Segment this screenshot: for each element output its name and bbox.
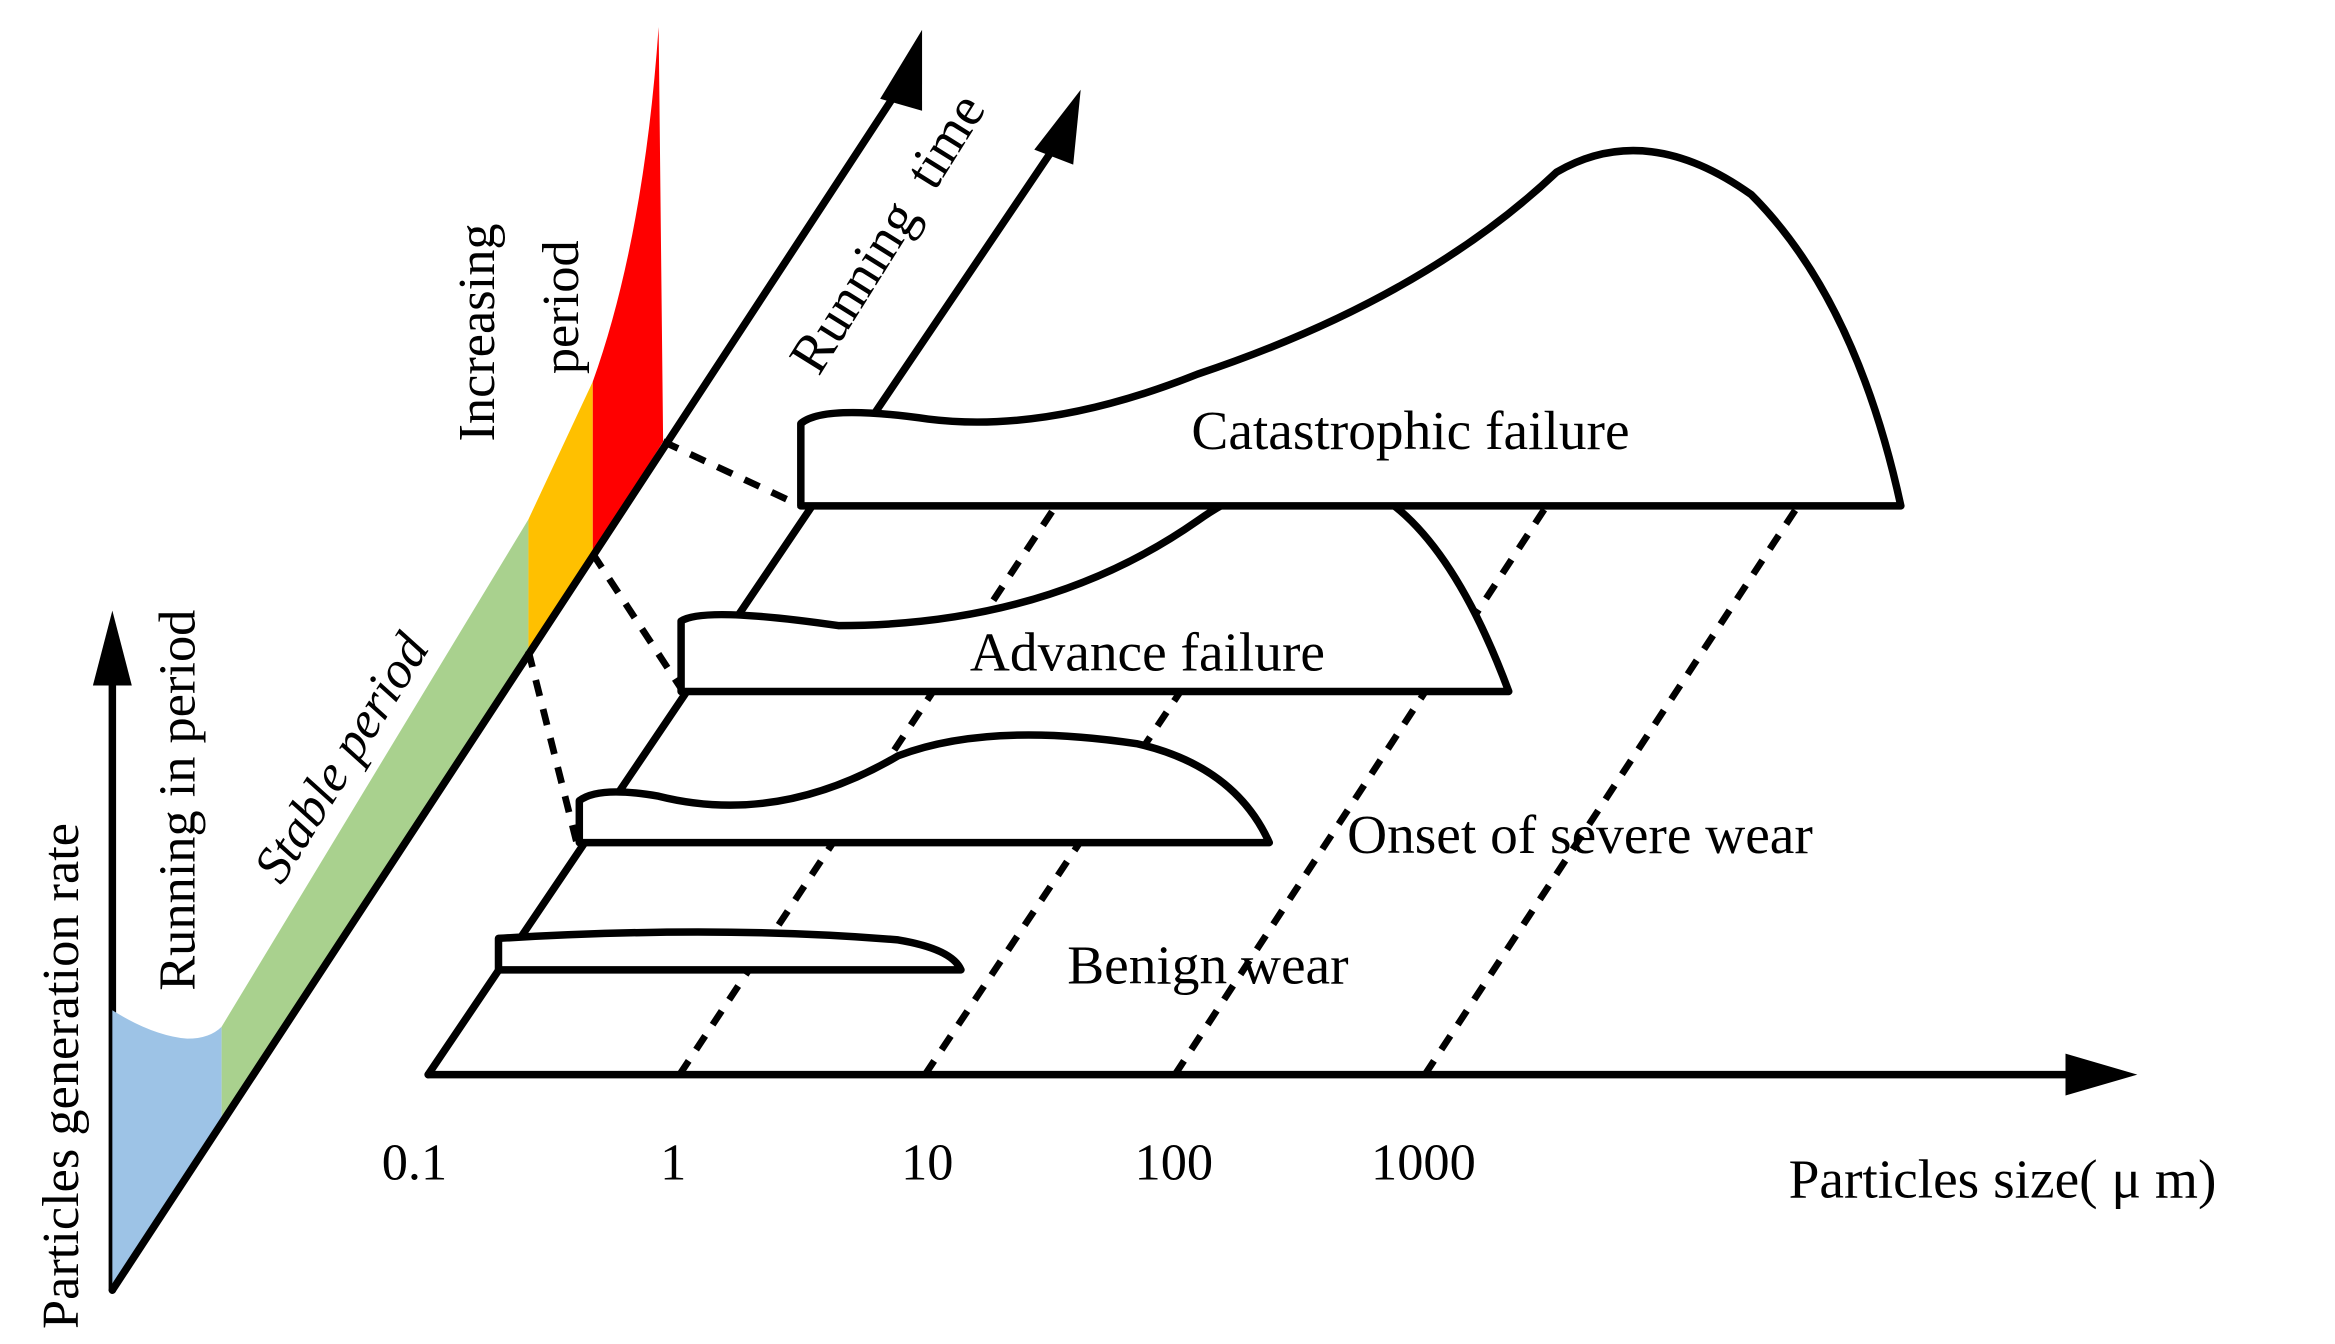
x-axis-arrow-icon bbox=[2065, 1053, 2138, 1096]
band-stable bbox=[221, 519, 529, 1127]
curve-benign bbox=[494, 928, 965, 974]
depth-axis-arrow-icon bbox=[1034, 89, 1081, 165]
y-axis-label: Particles generation rate bbox=[32, 823, 90, 1329]
connectors bbox=[525, 438, 803, 842]
time-axis-label: Running time bbox=[777, 83, 997, 384]
band-running-in bbox=[112, 1010, 222, 1291]
increasing-label-line2: period bbox=[532, 240, 590, 374]
x-tick-3: 100 bbox=[1135, 1133, 1214, 1191]
time-axis bbox=[108, 29, 923, 1294]
label-catastrophic: Catastrophic failure bbox=[1191, 400, 1629, 461]
curve-catastrophic bbox=[797, 146, 1905, 510]
distribution-curves bbox=[494, 146, 1905, 974]
time-axis-arrow-icon bbox=[880, 29, 923, 111]
label-advance: Advance failure bbox=[970, 622, 1325, 683]
x-tick-0: 0.1 bbox=[382, 1133, 447, 1191]
label-benign: Benign wear bbox=[1067, 934, 1348, 995]
band-increasing bbox=[528, 381, 593, 652]
running-in-label: Running in period bbox=[149, 610, 207, 991]
x-tick-1: 1 bbox=[660, 1133, 686, 1191]
labels: Particles generation rate Running in per… bbox=[32, 83, 2217, 1329]
y-axis-arrow-icon bbox=[92, 610, 132, 686]
x-tick-4: 1000 bbox=[1371, 1133, 1476, 1191]
x-tick-2: 10 bbox=[901, 1133, 953, 1191]
period-bands bbox=[112, 26, 664, 1291]
x-axis-label: Particles size( μ m) bbox=[1789, 1148, 2217, 1209]
label-onset: Onset of severe wear bbox=[1347, 804, 1813, 865]
increasing-label-line1: Increasing bbox=[448, 223, 506, 441]
band-increasing-late bbox=[592, 26, 664, 554]
curve-advance bbox=[677, 476, 1513, 696]
base-plane bbox=[424, 89, 2138, 1096]
curve-onset bbox=[575, 731, 1274, 847]
